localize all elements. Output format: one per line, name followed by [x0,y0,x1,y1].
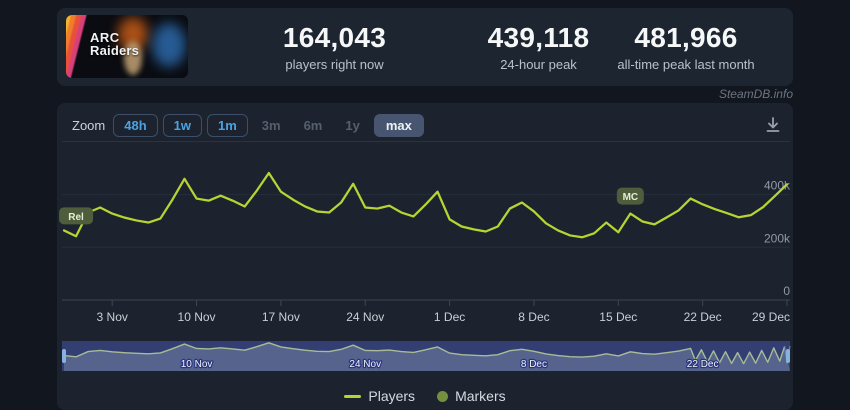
x-axis-label: 8 Dec [518,310,549,324]
zoom-3m-button[interactable]: 3m [253,115,290,136]
y-axis-label: 400k [764,179,791,193]
legend-label: Markers [455,388,506,404]
legend-swatch-line [344,394,362,398]
zoom-6m-button[interactable]: 6m [295,115,332,136]
toolbar-divider [62,141,790,142]
legend-item-players[interactable]: Players [344,388,415,404]
marker-label: Rel [68,212,84,223]
stat-label: 24-hour peak [500,57,577,72]
x-axis-label: 29 Dec [752,310,790,324]
zoom-1m-button[interactable]: 1m [206,113,248,137]
stat-value: 164,043 [282,22,387,53]
x-axis-label: 17 Nov [262,310,300,324]
header-stats-card: ARC Raiders 164,043 players right now 43… [57,8,793,86]
navigator-date-label: 10 Nov [181,359,213,370]
stat-alltime-peak: 481,966 all-time peak last month [576,22,796,72]
zoom-max-button[interactable]: max [373,113,424,137]
stat-value: 481,966 [634,22,738,53]
y-axis-label: 0 [783,284,790,298]
chart-legend: Players Markers [57,385,793,407]
navigator-selection-overlay[interactable] [62,341,790,371]
banner-art-figure [124,41,142,75]
zoom-toolbar: Zoom 48h 1w 1m 3m 6m 1y max [72,112,429,138]
navigator-line [63,342,786,365]
chart-card: Zoom 48h 1w 1m 3m 6m 1y max 0 200k 400k 3 N… [57,103,793,410]
stat-label: all-time peak last month [617,57,755,72]
x-axis-label: 24 Nov [346,310,384,324]
legend-item-markers[interactable]: Markers [437,388,506,404]
navigator-handle-right[interactable] [786,349,790,363]
steamdb-watermark: SteamDB.info [718,87,793,101]
stat-label: players right now [285,57,384,72]
navigator-handle-left[interactable] [62,349,66,363]
x-axis-label: 22 Dec [684,310,722,324]
players-line[interactable] [62,171,789,239]
legend-swatch-circle [437,390,449,402]
stat-players-now: 164,043 players right now [187,22,482,72]
legend-label: Players [368,388,416,404]
marker-label: MC [623,192,639,203]
navigator-date-label: 24 Nov [349,359,381,370]
zoom-1w-button[interactable]: 1w [162,113,202,137]
zoom-48h-button[interactable]: 48h [113,113,158,137]
x-axis-label: 10 Nov [178,310,216,324]
navigator-date-label: 22 Dec [687,359,719,370]
banner-art-blue [152,23,186,67]
x-axis-label: 1 Dec [434,310,465,324]
x-axis-label: 3 Nov [97,310,128,324]
x-axis-label: 15 Dec [599,310,637,324]
stat-value: 439,118 [487,22,590,53]
game-logo: ARC Raiders [90,30,140,58]
navigator-date-label: 8 Dec [521,359,547,370]
game-banner[interactable]: ARC Raiders [66,15,188,78]
zoom-label: Zoom [72,117,106,133]
players-chart[interactable]: 0 200k 400k 3 Nov 10 Nov 17 Nov 24 Nov 1 Dec 8 D… [57,103,793,410]
zoom-1y-button[interactable]: 1y [336,115,368,136]
stat-24h-peak: 439,118 24-hour peak [391,22,686,72]
download-icon[interactable] [763,115,783,135]
marker-badge-mc[interactable] [616,187,644,205]
y-axis-label: 200k [764,231,791,245]
marker-badge-rel[interactable] [59,207,94,225]
navigator-area [64,342,790,371]
